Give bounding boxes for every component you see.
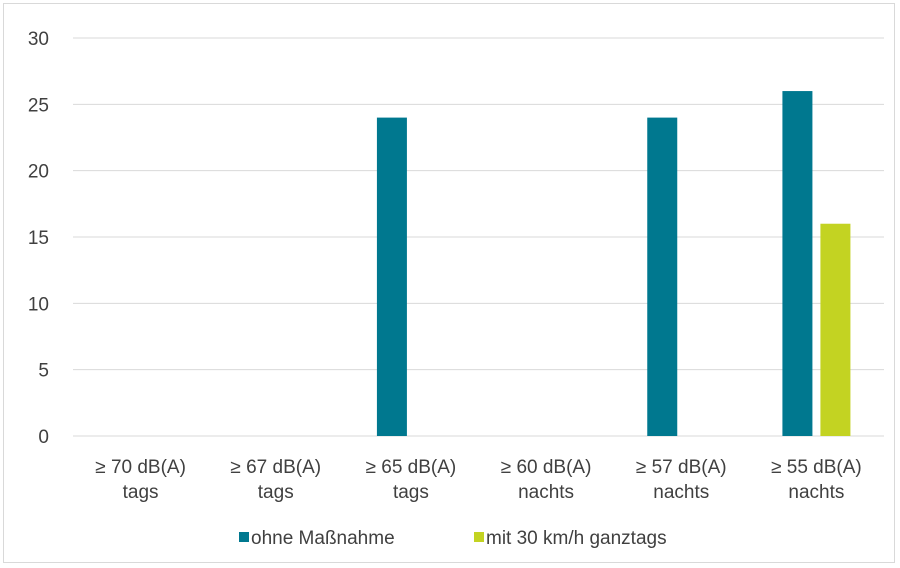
legend-label: ohne Maßnahme <box>251 528 395 549</box>
legend-swatch <box>474 532 484 542</box>
bar <box>647 117 678 436</box>
x-category-label: tags <box>393 482 429 503</box>
bar <box>376 117 407 436</box>
y-axis-ticks: 0 5 10 15 20 25 30 <box>28 29 49 448</box>
y-tick-label: 20 <box>28 162 49 183</box>
x-category-label: tags <box>258 482 294 503</box>
legend-swatch <box>239 532 249 542</box>
x-category-label: ≥ 55 dB(A) <box>771 457 862 478</box>
x-category-label: tags <box>123 482 159 503</box>
x-axis-categories: ≥ 70 dB(A) tags ≥ 67 dB(A) tags ≥ 65 dB(A) ta… <box>95 457 862 503</box>
bar-chart: 0 5 10 15 20 25 30 ≥ 70 dB(A) tags ≥ 67 dB(A) tag… <box>28 29 884 549</box>
y-tick-label: 5 <box>38 361 49 382</box>
x-category-label: ≥ 70 dB(A) <box>95 457 186 478</box>
gridlines <box>73 37 884 437</box>
x-category-label: nachts <box>653 482 709 503</box>
legend: ohne Maßnahme mit 30 km/h ganztags <box>239 528 667 549</box>
x-category-label: ≥ 67 dB(A) <box>230 457 321 478</box>
y-tick-label: 10 <box>28 294 49 315</box>
y-tick-label: 30 <box>28 29 49 50</box>
y-tick-label: 25 <box>28 95 49 116</box>
chart-frame: 0 5 10 15 20 25 30 ≥ 70 dB(A) tags ≥ 67 dB(A) tag… <box>3 3 895 563</box>
bar <box>820 223 851 436</box>
x-category-label: ≥ 57 dB(A) <box>636 457 727 478</box>
y-tick-label: 15 <box>28 228 49 249</box>
x-category-label: ≥ 60 dB(A) <box>501 457 592 478</box>
x-category-label: ≥ 65 dB(A) <box>366 457 457 478</box>
bars <box>376 91 851 437</box>
y-tick-label: 0 <box>38 427 49 448</box>
x-category-label: nachts <box>788 482 844 503</box>
x-category-label: nachts <box>518 482 574 503</box>
bar <box>782 91 813 437</box>
legend-label: mit 30 km/h ganztags <box>486 528 667 549</box>
